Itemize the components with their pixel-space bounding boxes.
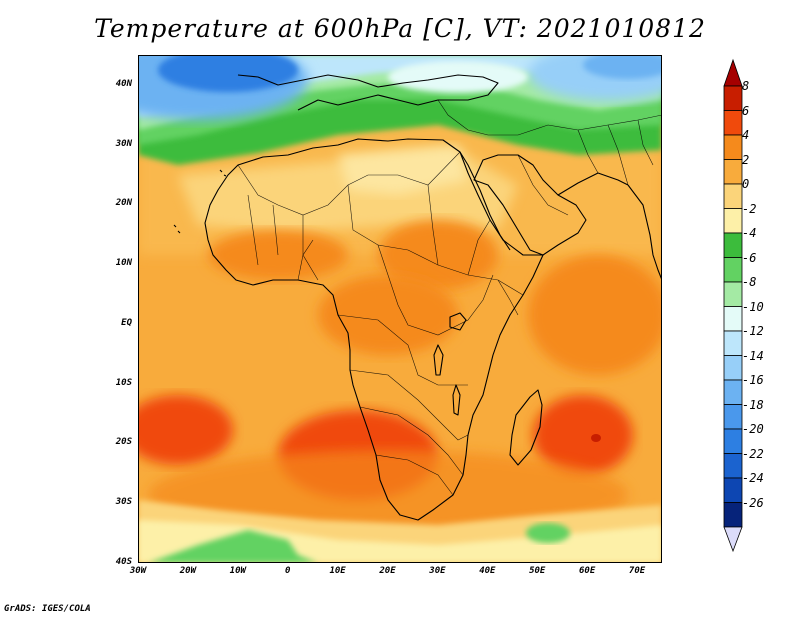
atlantic-islands — [173, 169, 227, 234]
lon-tick-label: 60E — [579, 566, 596, 576]
india-coastline — [627, 184, 663, 281]
field-pale-central — [388, 61, 528, 93]
lat-tick-label: 10S — [115, 377, 132, 388]
colorbar-level-label: -18 — [742, 397, 764, 412]
colorbar-swatch — [723, 110, 743, 136]
map-panel: 40N 30N 20N 10N EQ 10S 20S 30S 40S 30W 20W 10W 0 10E… — [116, 55, 663, 576]
colorbar-swatch — [723, 208, 743, 234]
arabia-coastline — [473, 154, 587, 256]
colorbar-level-label: -26 — [742, 495, 764, 510]
lon-tick-label: 20E — [379, 566, 396, 576]
colorbar-level-label: -4 — [742, 226, 757, 240]
colorbar-level-label: -16 — [742, 373, 764, 387]
colorbar-level-label: -12 — [742, 324, 764, 338]
colorbar-level-label: -8 — [742, 275, 757, 289]
colorbar-level-label: 4 — [742, 128, 750, 142]
colorbar-swatch — [723, 306, 743, 332]
grads-credit: GrADS: IGES/COLA — [4, 604, 91, 614]
field-cold-asia-core — [583, 55, 662, 79]
colorbar-swatch — [723, 232, 743, 258]
lon-tick-label: 50E — [529, 566, 546, 576]
lon-tick-label: 0 — [284, 566, 291, 576]
colorbar-swatch — [723, 453, 743, 479]
lon-tick-label: 30W — [129, 566, 147, 576]
field-hot-madagascar-east — [533, 395, 633, 475]
lon-tick-label: 10W — [229, 566, 246, 576]
country-borders — [237, 99, 663, 496]
colorbar-level-label: -6 — [742, 250, 757, 265]
colorbar-top-arrow — [723, 58, 743, 87]
colorbar-swatch — [723, 257, 743, 283]
lat-tick-label: 30N — [115, 138, 132, 149]
lon-tick-label: 70E — [628, 566, 646, 576]
colorbar-swatch — [723, 330, 743, 356]
temperature-field — [138, 55, 663, 563]
lon-tick-label: 30E — [429, 566, 446, 576]
madagascar-coastline — [509, 389, 543, 466]
colorbar-level-label: -2 — [742, 201, 757, 216]
colorbar-level-label: 6 — [742, 103, 750, 118]
lat-tick-label: 40S — [115, 557, 132, 567]
lat-tick-label: 20S — [115, 437, 132, 448]
lake-victoria — [449, 312, 467, 331]
colorbar-swatch — [723, 428, 743, 454]
colorbar-level-label: 0 — [742, 177, 750, 191]
red-sea — [459, 151, 511, 251]
field-south-green — [148, 530, 318, 563]
field-warm-basin — [318, 275, 458, 355]
coastlines — [173, 74, 663, 521]
field-sahara-pale — [338, 145, 468, 195]
colorbar-level-label: 8 — [742, 79, 750, 93]
colorbar-swatch — [723, 85, 743, 111]
colorbar-swatch — [723, 281, 743, 307]
colorbar-level-label: -14 — [742, 348, 764, 363]
lake-malawi — [452, 384, 461, 416]
field-hot-core — [591, 434, 601, 442]
colorbar-swatch — [723, 477, 743, 503]
colorbar-level-label: -22 — [742, 446, 764, 461]
colorbar-bottom-arrow — [723, 526, 743, 553]
colorbar-swatch — [723, 404, 743, 430]
lat-tick-label: 20N — [115, 198, 132, 209]
lat-tick-label: 30S — [115, 497, 132, 508]
colorbar-swatch — [723, 134, 743, 160]
colorbar-swatch — [723, 502, 743, 528]
colorbar-swatch — [723, 355, 743, 381]
colorbar-level-label: -10 — [742, 299, 764, 314]
africa-coastline — [204, 138, 544, 521]
colorbar — [723, 58, 743, 553]
lat-tick-label: EQ — [121, 317, 132, 328]
colorbar-level-label: -20 — [742, 422, 764, 436]
lon-tick-label: 10E — [329, 566, 346, 576]
field-cold-atlantic-core — [158, 55, 298, 92]
field-warm-east — [378, 220, 498, 290]
lat-tick-label: 10N — [115, 258, 132, 269]
colorbar-level-label: 2 — [742, 152, 750, 167]
colorbar-swatch — [723, 379, 743, 405]
colorbar-swatch — [723, 159, 743, 185]
field-hot-south-atlantic — [138, 395, 233, 465]
lon-tick-label: 20W — [179, 566, 197, 576]
field-south-green-east — [526, 523, 570, 543]
lake-tanganyika — [433, 344, 444, 376]
field-warm-indian — [528, 255, 662, 375]
colorbar-level-label: -24 — [742, 471, 764, 485]
colorbar-swatch — [723, 183, 743, 209]
map-title: Temperature at 600hPa [C], VT: 202101081… — [94, 14, 706, 43]
lat-tick-label: 40N — [115, 78, 132, 89]
lon-tick-label: 40E — [479, 566, 496, 576]
europe-coastline — [237, 74, 499, 111]
